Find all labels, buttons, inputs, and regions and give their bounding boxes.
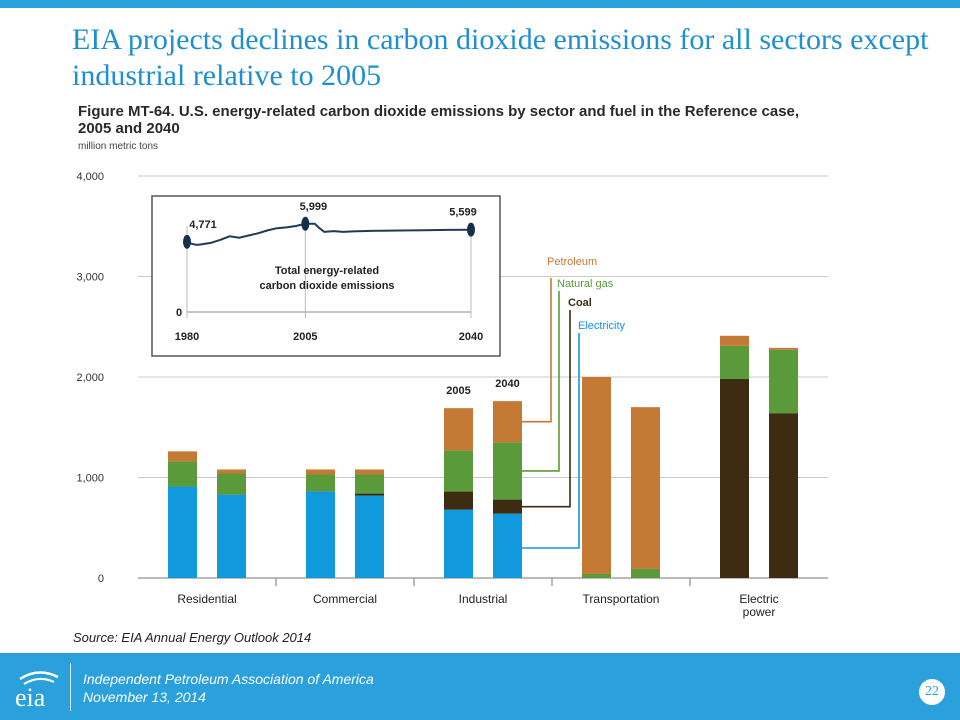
- y-tick-label: 4,000: [76, 171, 104, 183]
- bar-segment-electricity: [355, 495, 384, 578]
- legend-label-petroleum: Petroleum: [547, 256, 597, 268]
- bar-segment-natural-gas: [582, 573, 611, 578]
- y-tick-label: 3,000: [76, 272, 104, 284]
- figure-units: million metric tons: [78, 141, 159, 152]
- bar-segment-natural-gas: [631, 568, 660, 578]
- x-category-label: Transportation: [583, 592, 660, 606]
- inset-point-label: 4,771: [189, 219, 217, 231]
- inset-point-label: 5,999: [300, 201, 328, 213]
- bar-segment-natural-gas: [168, 461, 197, 487]
- legend-leader-petroleum: [522, 278, 552, 423]
- bar-segment-petroleum: [444, 408, 473, 451]
- legend-label-natural-gas: Natural gas: [557, 278, 614, 290]
- bar-segment-petroleum: [582, 377, 611, 574]
- footer-bar: eia Independent Petroleum Association of…: [0, 653, 960, 720]
- y-tick-label: 1,000: [76, 473, 104, 485]
- bar-segment-petroleum: [631, 407, 660, 569]
- bar-segment-petroleum: [168, 451, 197, 462]
- figure-title: Figure MT-64. U.S. energy-related carbon…: [78, 103, 800, 137]
- inset-title-line-1: Total energy-related: [275, 265, 379, 277]
- bar-segment-petroleum: [306, 469, 335, 475]
- bar-segment-natural-gas: [769, 349, 798, 414]
- emissions-chart: 0 1,000 2,000 3,000 4,000 Residential Commerci…: [76, 171, 828, 619]
- y-tick-label: 2,000: [76, 372, 104, 384]
- x-category-label: power: [743, 605, 776, 619]
- inset-y-tick-label: 0: [176, 307, 182, 319]
- inset-emissions-line: [186, 222, 472, 246]
- bar-segment-electricity: [493, 513, 522, 578]
- x-category-label: Industrial: [459, 592, 508, 606]
- bar-segment-natural-gas: [493, 442, 522, 500]
- source-note: Source: EIA Annual Energy Outlook 2014: [73, 630, 312, 645]
- inset-point-marker: [183, 234, 191, 249]
- bar-segment-natural-gas: [217, 473, 246, 495]
- bar-segment-natural-gas: [306, 474, 335, 492]
- bar-segment-petroleum: [493, 401, 522, 443]
- bar-segment-electricity: [217, 494, 246, 578]
- bar-segment-petroleum: [720, 335, 749, 346]
- bar-segment-coal: [720, 379, 749, 578]
- legend-label-coal: Coal: [568, 297, 592, 309]
- inset-point-marker: [467, 222, 475, 237]
- x-category-label: Residential: [177, 592, 236, 606]
- top-accent-bar: [0, 0, 960, 8]
- bar-segment-coal: [444, 491, 473, 510]
- bar-year-label: 2040: [495, 378, 519, 390]
- bar-segment-electricity: [306, 491, 335, 578]
- y-tick-label: 0: [98, 573, 104, 585]
- inset-point-marker: [301, 216, 310, 231]
- bar-segment-petroleum: [769, 347, 798, 350]
- inset-frame: [151, 195, 501, 357]
- inset-x-tick-label: 1980: [175, 331, 199, 343]
- inset-point-label: 5,599: [449, 207, 477, 219]
- logo-text: eia: [15, 683, 46, 711]
- page-number: 22: [919, 679, 945, 705]
- bar-segment-natural-gas: [444, 450, 473, 492]
- x-category-label: Commercial: [313, 592, 377, 606]
- footer-org: Independent Petroleum Association of Ame…: [83, 671, 374, 687]
- bar-segment-coal: [769, 413, 798, 578]
- bar-segment-coal: [493, 499, 522, 514]
- bar-segment-petroleum: [355, 469, 384, 475]
- bar-segment-natural-gas: [355, 474, 384, 494]
- bar-segment-electricity: [444, 509, 473, 578]
- bar-year-label: 2005: [446, 385, 470, 397]
- legend-label-electricity: Electricity: [578, 320, 626, 332]
- legend-leader-natural-gas: [522, 291, 560, 472]
- legend-leader-electricity: [522, 333, 580, 549]
- eia-logo-icon: eia: [15, 671, 59, 711]
- footer-date: November 13, 2014: [83, 689, 206, 705]
- x-category-label: Electric: [739, 592, 778, 606]
- legend-leader-coal: [522, 310, 571, 508]
- bar-segment-petroleum: [217, 469, 246, 474]
- inset-title-line-2: carbon dioxide emissions: [259, 280, 394, 292]
- inset-x-tick-label: 2005: [293, 331, 317, 343]
- slide-title: EIA projects declines in carbon dioxide …: [72, 23, 929, 92]
- bar-segment-natural-gas: [720, 345, 749, 380]
- logo-divider: [70, 663, 71, 711]
- bar-segment-coal: [355, 493, 384, 496]
- bar-segment-electricity: [168, 486, 197, 578]
- inset-x-tick-label: 2040: [459, 331, 483, 343]
